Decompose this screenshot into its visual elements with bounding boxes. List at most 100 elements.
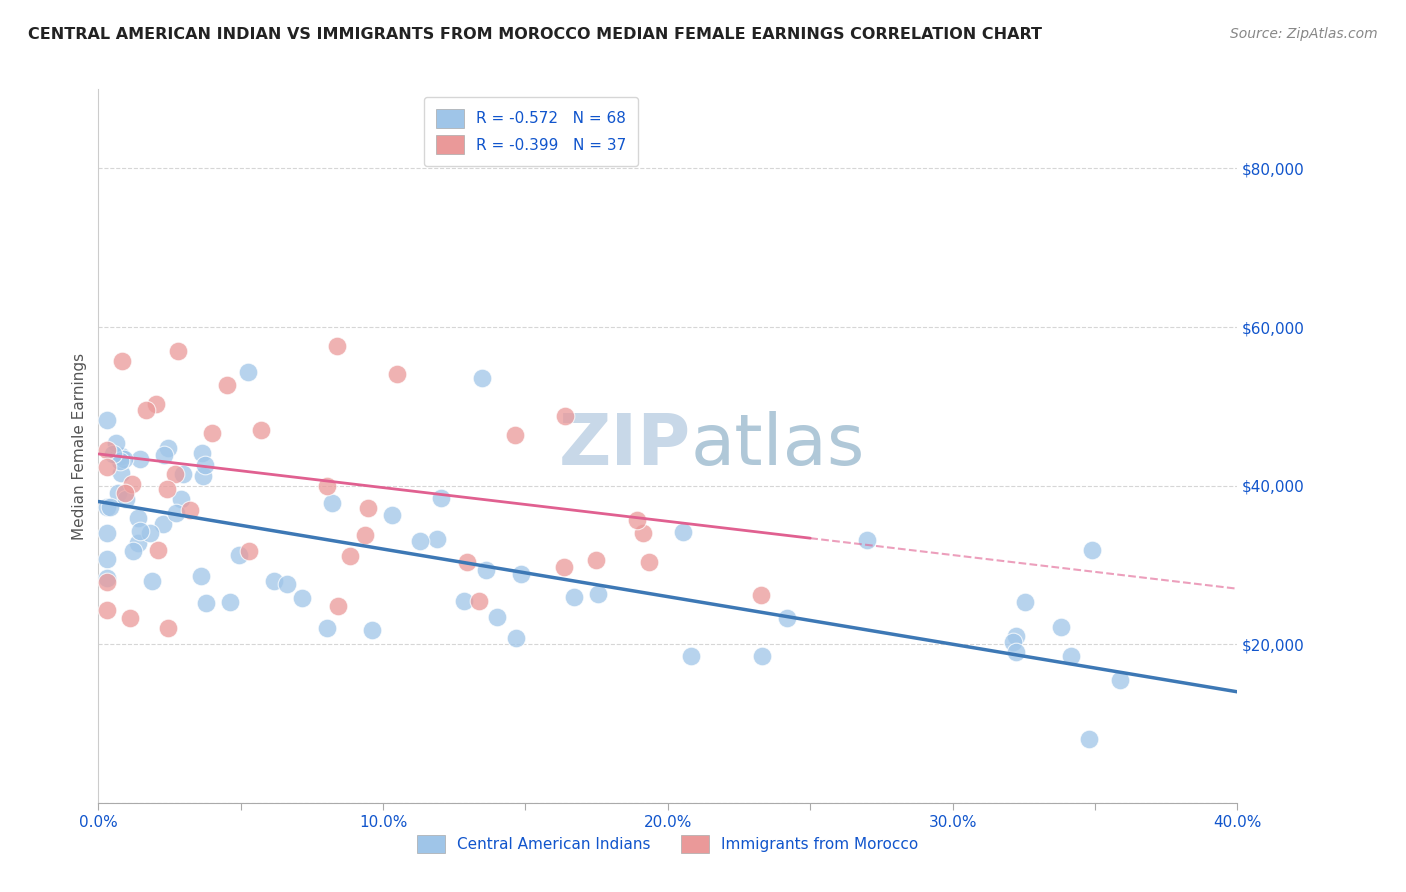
Point (1059, 648, 1081, 663)
Point (321, 496, 343, 510)
Point (127, 511, 149, 525)
Point (626, 513, 648, 527)
Point (1077, 732, 1099, 747)
Point (474, 563, 496, 577)
Point (453, 593, 475, 607)
Point (360, 623, 382, 637)
Point (191, 469, 214, 483)
Point (751, 648, 773, 663)
Point (456, 555, 478, 569)
Point (387, 368, 409, 382)
Point (96, 413, 118, 427)
Point (141, 574, 163, 588)
Point (426, 533, 449, 547)
Point (509, 566, 531, 581)
Point (135, 402, 157, 417)
Point (156, 482, 179, 496)
Point (96, 603, 118, 617)
Point (139, 525, 162, 540)
Point (357, 500, 380, 515)
Point (104, 436, 127, 450)
Point (179, 503, 201, 517)
Point (96, 460, 118, 475)
Point (354, 527, 377, 541)
Point (471, 371, 494, 385)
Point (112, 452, 135, 467)
Point (111, 354, 134, 368)
Point (263, 574, 285, 588)
Point (505, 631, 527, 645)
Point (856, 533, 879, 548)
Point (148, 543, 170, 558)
Point (96, 552, 118, 566)
Point (238, 365, 260, 379)
Point (165, 467, 187, 482)
Point (201, 426, 224, 441)
Point (215, 378, 238, 392)
Point (486, 610, 509, 624)
Point (114, 486, 136, 500)
Point (430, 491, 453, 505)
Point (121, 477, 143, 491)
Point (326, 339, 349, 353)
Point (554, 409, 576, 424)
Point (1001, 635, 1024, 649)
Point (503, 428, 526, 442)
Point (1050, 620, 1073, 634)
Point (127, 535, 149, 549)
Point (96, 500, 118, 515)
Point (153, 448, 176, 462)
Point (145, 397, 167, 411)
Point (108, 454, 131, 468)
Point (1080, 543, 1102, 558)
Point (751, 588, 773, 602)
Point (672, 525, 695, 540)
Point (191, 445, 214, 459)
Point (249, 423, 271, 437)
Point (381, 508, 404, 523)
Point (316, 621, 339, 635)
Point (118, 611, 141, 625)
Point (562, 591, 585, 605)
Point (156, 621, 179, 635)
Point (121, 544, 143, 558)
Point (156, 441, 179, 455)
Point (586, 587, 609, 601)
Text: CENTRAL AMERICAN INDIAN VS IMMIGRANTS FROM MOROCCO MEDIAN FEMALE EARNINGS CORREL: CENTRAL AMERICAN INDIAN VS IMMIGRANTS FR… (28, 27, 1042, 42)
Y-axis label: Median Female Earnings: Median Female Earnings (72, 352, 87, 540)
Point (409, 533, 432, 548)
Point (103, 447, 125, 461)
Point (114, 491, 136, 506)
Point (128, 451, 150, 466)
Point (152, 516, 174, 531)
Point (339, 549, 361, 563)
Point (110, 466, 132, 480)
Point (172, 467, 194, 481)
Legend: Central American Indians, Immigrants from Morocco: Central American Indians, Immigrants fro… (412, 829, 924, 859)
Point (638, 555, 661, 569)
Point (467, 594, 489, 608)
Point (166, 344, 188, 359)
Point (107, 485, 129, 500)
Point (195, 596, 218, 610)
Point (633, 525, 655, 540)
Point (165, 507, 187, 521)
Point (291, 591, 314, 606)
Point (553, 560, 575, 574)
Point (585, 553, 607, 567)
Point (169, 491, 191, 506)
Point (218, 595, 240, 609)
Point (107, 449, 129, 463)
Point (128, 524, 150, 538)
Text: Source: ZipAtlas.com: Source: ZipAtlas.com (1230, 27, 1378, 41)
Text: ZIP: ZIP (558, 411, 690, 481)
Point (326, 599, 349, 613)
Point (98, 500, 121, 514)
Point (96, 442, 118, 457)
Point (679, 649, 702, 664)
Text: atlas: atlas (690, 411, 865, 481)
Point (228, 548, 250, 562)
Point (1109, 673, 1132, 687)
Point (110, 449, 132, 463)
Point (776, 611, 799, 625)
